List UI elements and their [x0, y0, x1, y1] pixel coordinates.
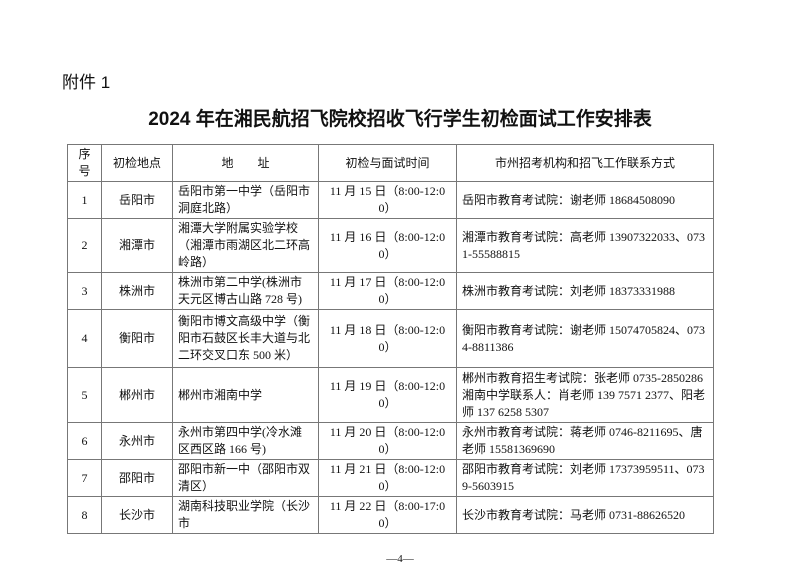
- row-no: 1: [67, 181, 102, 219]
- header-address: 地 址: [172, 144, 319, 182]
- schedule-table: 序号 初检地点 地 址 初检与面试时间 市州招考机构和招飞工作联系方式 1 岳阳市…: [67, 144, 714, 534]
- row-time: 11 月 20 日（8:00-12:00）: [318, 422, 457, 460]
- row-city: 湘潭市: [101, 218, 173, 273]
- row-contact: 衡阳市教育考试院：谢老师 15074705824、0734-8811386: [456, 309, 714, 368]
- row-city: 邵阳市: [101, 459, 173, 497]
- row-time: 11 月 15 日（8:00-12:00）: [318, 181, 457, 219]
- table-row: 8 长沙市 湖南科技职业学院（长沙市 11 月 22 日（8:00-17:00） 长沙市…: [67, 496, 714, 534]
- document-title: 2024 年在湘民航招飞院校招收飞行学生初检面试工作安排表: [148, 109, 652, 130]
- table-row: 6 永州市 永州市第四中学(冷水滩区西区路 166 号) 11 月 20 日（8:00…: [67, 422, 714, 460]
- page-number: —4—: [386, 553, 414, 565]
- table-row: 1 岳阳市 岳阳市第一中学（岳阳市洞庭北路） 11 月 15 日（8:00-12:00…: [67, 181, 714, 219]
- row-address: 岳阳市第一中学（岳阳市洞庭北路）: [172, 181, 319, 219]
- row-no: 3: [67, 272, 102, 310]
- row-time: 11 月 17 日（8:00-12:00）: [318, 272, 457, 310]
- row-city: 永州市: [101, 422, 173, 460]
- row-time: 11 月 21 日（8:00-12:00）: [318, 459, 457, 497]
- table-row: 7 邵阳市 邵阳市新一中（邵阳市双清区） 11 月 21 日（8:00-12:00）邵…: [67, 459, 714, 497]
- row-no: 7: [67, 459, 102, 497]
- row-city: 郴州市: [101, 367, 173, 423]
- row-address: 郴州市湘南中学: [172, 367, 319, 423]
- row-contact: 永州市教育考试院：蒋老师 0746-8211695、唐老师 1558136969…: [456, 422, 714, 460]
- table-row: 5 郴州市 郴州市湘南中学 11 月 19 日（8:00-12:00） 郴州市教育招生考…: [67, 367, 714, 423]
- row-address: 邵阳市新一中（邵阳市双清区）: [172, 459, 319, 497]
- row-time: 11 月 19 日（8:00-12:00）: [318, 367, 457, 423]
- row-contact: 岳阳市教育考试院：谢老师 18684508090: [456, 181, 714, 219]
- row-time: 11 月 18 日（8:00-12:00）: [318, 309, 457, 368]
- row-city: 株洲市: [101, 272, 173, 310]
- row-no: 6: [67, 422, 102, 460]
- row-address: 湘潭大学附属实验学校（湘潭市雨湖区北二环高岭路）: [172, 218, 319, 273]
- row-city: 长沙市: [101, 496, 173, 534]
- row-no: 4: [67, 309, 102, 368]
- row-contact: 邵阳市教育考试院：刘老师 17373959511、0739-5603915: [456, 459, 714, 497]
- row-address: 衡阳市博文高级中学（衡阳市石鼓区长丰大道与北二环交叉口东 500 米）: [172, 309, 319, 368]
- row-no: 5: [67, 367, 102, 423]
- header-city: 初检地点: [101, 144, 173, 182]
- table-row: 3 株洲市 株洲市第二中学(株洲市天元区博古山路 728 号) 11 月 17 日（8…: [67, 272, 714, 310]
- row-contact: 郴州市教育招生考试院：张老师 0735-2850286 湘南中学联系人：肖老师 …: [456, 367, 714, 423]
- row-address: 湖南科技职业学院（长沙市: [172, 496, 319, 534]
- header-no: 序号: [67, 144, 102, 182]
- row-address: 永州市第四中学(冷水滩区西区路 166 号): [172, 422, 319, 460]
- row-address: 株洲市第二中学(株洲市天元区博古山路 728 号): [172, 272, 319, 310]
- row-contact: 株洲市教育考试院：刘老师 18373331988: [456, 272, 714, 310]
- header-time: 初检与面试时间: [318, 144, 457, 182]
- row-city: 岳阳市: [101, 181, 173, 219]
- row-time: 11 月 16 日（8:00-12:00）: [318, 218, 457, 273]
- row-no: 8: [67, 496, 102, 534]
- row-contact: 湘潭市教育考试院：高老师 13907322033、0731-55588815: [456, 218, 714, 273]
- table-row: 2 湘潭市 湘潭大学附属实验学校（湘潭市雨湖区北二环高岭路） 11 月 16 日（8:…: [67, 218, 714, 273]
- table-header-row: 序号 初检地点 地 址 初检与面试时间 市州招考机构和招飞工作联系方式: [67, 144, 714, 182]
- row-time: 11 月 22 日（8:00-17:00）: [318, 496, 457, 534]
- row-contact: 长沙市教育考试院：马老师 0731-88626520: [456, 496, 714, 534]
- attachment-label: 附件 1: [62, 73, 111, 92]
- row-city: 衡阳市: [101, 309, 173, 368]
- row-no: 2: [67, 218, 102, 273]
- header-contact: 市州招考机构和招飞工作联系方式: [456, 144, 714, 182]
- table-row: 4 衡阳市 衡阳市博文高级中学（衡阳市石鼓区长丰大道与北二环交叉口东 500 米） 1…: [67, 309, 714, 368]
